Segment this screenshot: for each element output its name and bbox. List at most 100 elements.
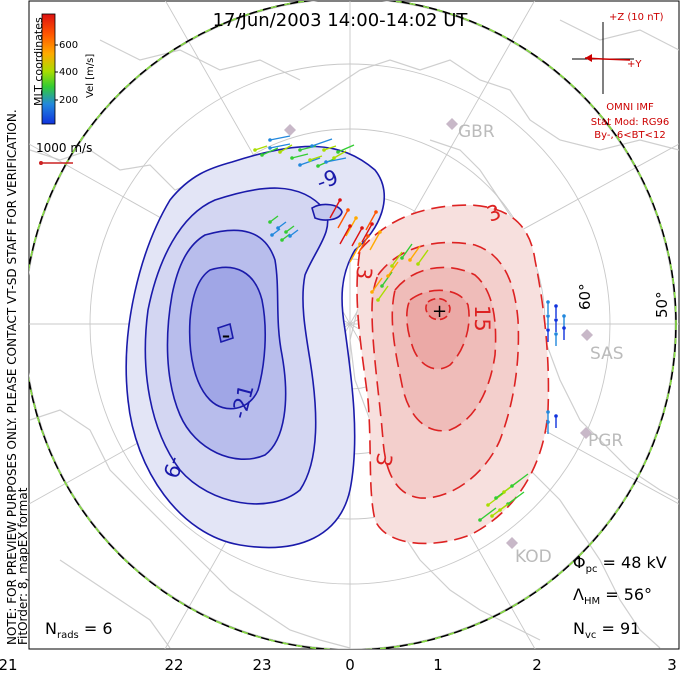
vector-origin — [376, 298, 380, 302]
velocity-vector — [339, 225, 351, 245]
imf-condition: By-, 6<BT<12 — [594, 130, 665, 141]
vector-origin — [486, 503, 490, 507]
vector-origin — [278, 150, 282, 154]
positive-cell: + — [356, 204, 550, 545]
vector-origin — [502, 490, 506, 494]
station-markers — [284, 118, 593, 549]
imf-source: OMNI IMF — [606, 102, 654, 113]
contour-labels: -9 -21 -9 3 15 3 3 — [158, 165, 504, 481]
stat-model: Stat Mod: RG96 — [591, 117, 670, 128]
stats: Φpc = 48 kV ΛHM = 56° Nvc = 91 Nrads = 6 — [45, 553, 667, 641]
mlt-tick-21: 21 — [0, 656, 18, 674]
vector-origin — [338, 198, 342, 202]
vector-origin — [370, 222, 374, 226]
velocity-vector — [311, 138, 333, 147]
fit-order-note: FitOrder: 8, mapEX format — [16, 487, 30, 645]
vector-origin — [546, 328, 550, 332]
map-title: 17/Jun/2003 14:00-14:02 UT — [213, 10, 469, 31]
lat-label-50: 50° — [653, 291, 671, 318]
station-label-kod: KOD — [515, 547, 552, 567]
velocity-vector — [269, 143, 291, 149]
vector-origin — [358, 242, 362, 246]
velocity-vectors — [253, 135, 566, 522]
velocity-vector — [387, 261, 399, 277]
mlt-axis: 21 22 23 0 1 2 3 — [0, 656, 677, 674]
velocity-vector — [261, 147, 279, 156]
vector-origin — [408, 258, 412, 262]
vector-origin — [298, 148, 302, 152]
station-label-sas: SAS — [590, 344, 624, 364]
station-marker-kod — [506, 537, 518, 549]
velocity-vector — [391, 251, 403, 267]
contour-label-pos-mid: 15 — [470, 305, 494, 332]
vector-origin — [562, 314, 566, 318]
velocity-vector — [417, 249, 429, 265]
vector-origin — [490, 514, 494, 518]
velocity-vector — [333, 150, 347, 159]
velocity-vector — [381, 271, 393, 287]
velocity-vector — [409, 245, 421, 261]
vector-origin — [546, 410, 550, 414]
vector-origin — [354, 216, 358, 220]
velocity-vector — [254, 145, 268, 151]
velocity-vector — [491, 503, 509, 517]
vector-origin — [346, 208, 350, 212]
colorbar: 600 400 200 Vel [m/s] MLT coordinates — [32, 13, 96, 125]
vector-origin — [562, 326, 566, 330]
velocity-vector — [337, 144, 355, 153]
vector-origin — [260, 153, 264, 157]
lambda-hm-stat: ΛHM = 56° — [573, 585, 652, 607]
coords-label: MLT coordinates — [32, 17, 45, 106]
vector-origin — [268, 138, 272, 142]
vector-origin — [298, 163, 302, 167]
velocity-vector — [279, 144, 293, 153]
mlt-tick-1: 1 — [433, 656, 443, 674]
vector-origin — [332, 156, 336, 160]
mlt-tick-3: 3 — [667, 656, 677, 674]
vector-origin — [386, 274, 390, 278]
contour-label-pos-low: 3 — [371, 451, 397, 468]
vector-origin — [284, 230, 288, 234]
potential-max-marker: + — [432, 301, 447, 322]
velocity-vector — [309, 155, 323, 161]
velocity-vector — [401, 243, 413, 259]
vector-origin — [268, 146, 272, 150]
station-marker-extra — [284, 124, 296, 136]
vector-origin — [288, 234, 292, 238]
vector-origin — [290, 156, 294, 160]
velocity-vector — [507, 491, 525, 505]
mlt-tick-2: 2 — [532, 656, 542, 674]
vector-origin — [268, 220, 272, 224]
velocity-vector — [377, 285, 389, 301]
vector-origin — [360, 226, 364, 230]
station-marker-gbr — [446, 118, 458, 130]
vector-origin — [276, 226, 280, 230]
lat-label-60: 60° — [576, 283, 594, 310]
colorbar-tick-200: 200 — [59, 95, 78, 106]
vector-origin — [478, 518, 482, 522]
vector-origin — [348, 224, 352, 228]
imf-dial: +Z (10 nT) +Y OMNI IMF Stat Mod: RG96 By… — [572, 12, 669, 141]
potential-min-marker: – — [222, 326, 230, 345]
vector-origin — [510, 484, 514, 488]
vector-origin — [554, 304, 558, 308]
vector-origin — [310, 144, 314, 148]
vector-origin — [336, 150, 340, 154]
vector-origin — [378, 230, 382, 234]
nrads-stat: Nrads = 6 — [45, 619, 113, 641]
negative-cell: – — [125, 145, 385, 549]
colorbar-tick-400: 400 — [59, 67, 78, 78]
vector-origin — [554, 332, 558, 336]
vector-origin — [494, 496, 498, 500]
velocity-vector — [371, 277, 383, 293]
reference-vector: 1000 m/s — [36, 141, 92, 165]
colorbar-tick-600: 600 — [59, 40, 78, 51]
velocity-vector — [325, 157, 347, 163]
velocity-vector — [291, 153, 309, 159]
velocity-vector — [357, 235, 369, 255]
station-marker-pgr — [580, 427, 592, 439]
vector-origin — [270, 233, 274, 237]
vector-origin — [546, 420, 550, 424]
vector-origin — [308, 158, 312, 162]
